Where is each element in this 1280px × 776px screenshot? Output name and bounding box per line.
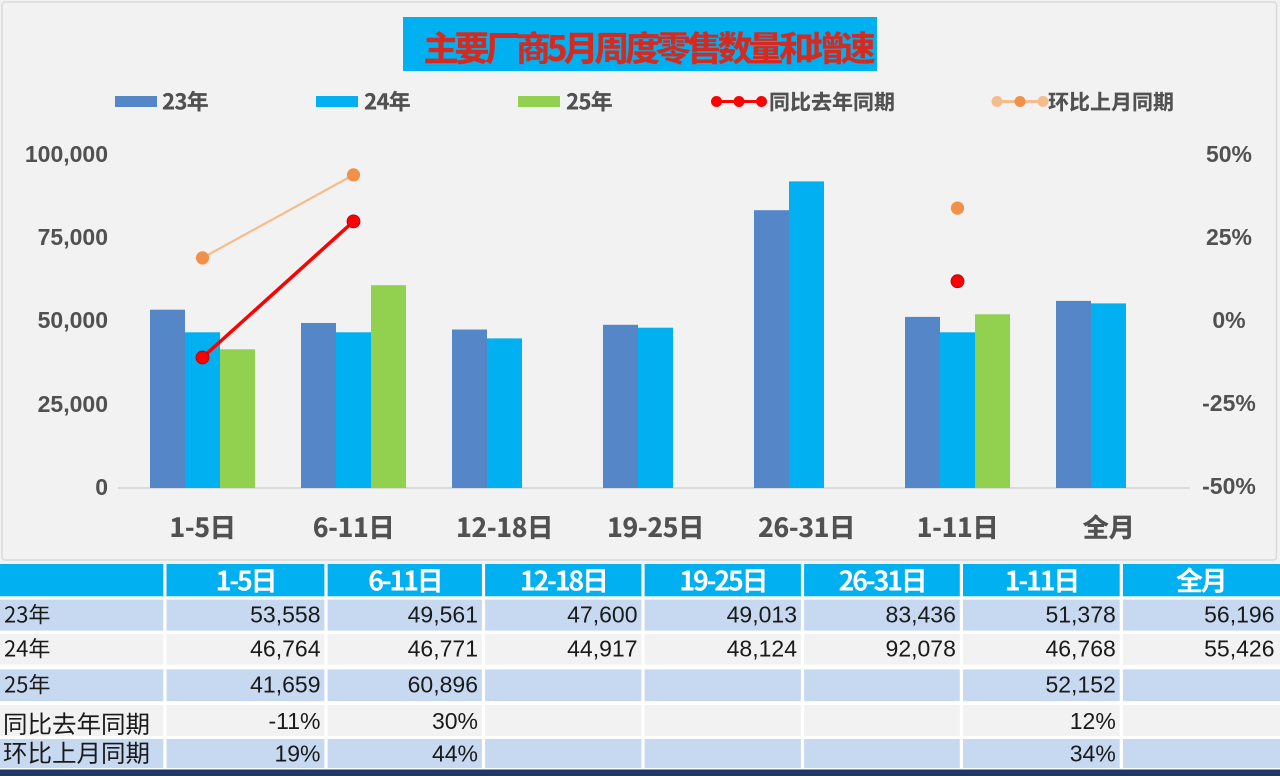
svg-text:-50%: -50%	[1202, 473, 1256, 499]
svg-text:44%: 44%	[432, 741, 478, 767]
svg-text:83,436: 83,436	[886, 602, 956, 628]
svg-text:46,771: 46,771	[408, 636, 478, 662]
svg-text:53,558: 53,558	[250, 602, 320, 628]
svg-text:75,000: 75,000	[38, 224, 108, 250]
svg-text:48,124: 48,124	[727, 636, 798, 662]
svg-text:-11%: -11%	[269, 708, 321, 734]
svg-text:25%: 25%	[1206, 224, 1252, 250]
svg-text:55,426: 55,426	[1204, 636, 1274, 662]
svg-text:51,378: 51,378	[1045, 602, 1115, 628]
svg-text:46,768: 46,768	[1045, 636, 1115, 662]
svg-text:46,764: 46,764	[250, 636, 321, 662]
svg-text:100,000: 100,000	[25, 141, 108, 167]
svg-text:-25%: -25%	[1202, 390, 1256, 416]
svg-text:92,078: 92,078	[886, 636, 956, 662]
svg-text:41,659: 41,659	[250, 672, 320, 698]
svg-text:19%: 19%	[274, 741, 320, 767]
svg-text:60,896: 60,896	[408, 672, 478, 698]
svg-text:49,013: 49,013	[727, 602, 797, 628]
svg-text:47,600: 47,600	[567, 602, 637, 628]
svg-text:12%: 12%	[1070, 708, 1116, 734]
svg-text:0: 0	[95, 474, 108, 500]
svg-text:25,000: 25,000	[38, 391, 108, 417]
svg-text:50,000: 50,000	[38, 307, 108, 333]
svg-text:49,561: 49,561	[408, 602, 478, 628]
svg-text:56,196: 56,196	[1204, 602, 1274, 628]
svg-text:30%: 30%	[432, 708, 478, 734]
svg-text:52,152: 52,152	[1045, 672, 1115, 698]
svg-text:34%: 34%	[1070, 741, 1116, 767]
svg-text:50%: 50%	[1206, 141, 1252, 167]
svg-text:0%: 0%	[1212, 307, 1245, 333]
svg-text:44,917: 44,917	[567, 636, 637, 662]
